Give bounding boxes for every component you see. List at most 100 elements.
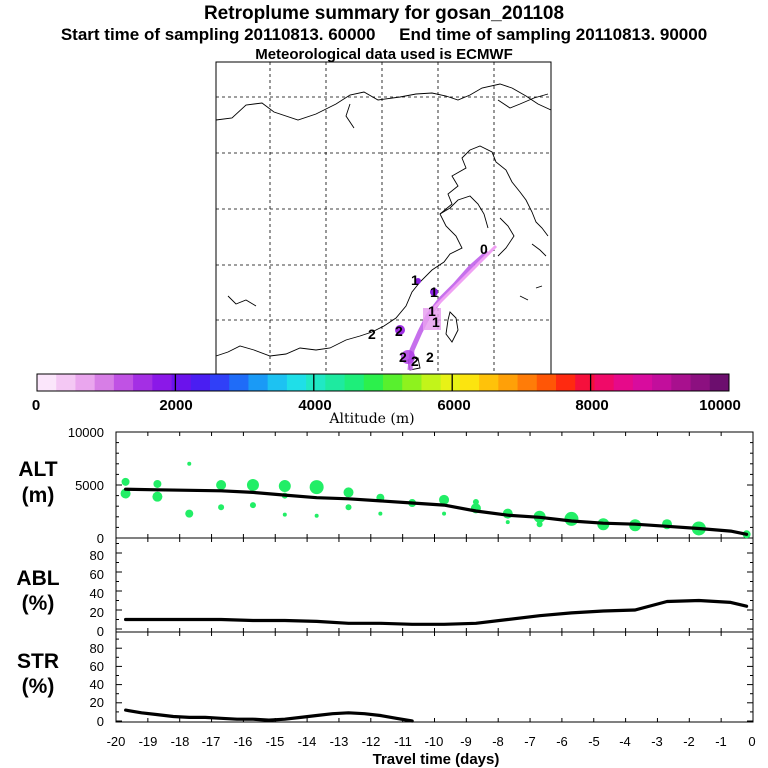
alt-scatter-point [249,502,256,509]
colorbar-swatch [498,374,518,391]
colorbar-swatch [75,374,96,391]
alt-scatter-point [218,504,225,511]
trajectory-halo [430,244,498,312]
x-tick-label: -20 [107,734,126,749]
meteorological-data-label: Meteorological data used is ECMWF [255,46,513,63]
str-panel-frame [115,631,754,723]
x-tick-label: 0 [748,734,755,749]
str-ylabel-line1: STR [17,650,59,673]
colorbar-swatch [556,374,576,391]
colorbar-swatch [459,374,480,391]
colorbar-tick-labels: 0 2000 4000 6000 8000 10000 [32,397,741,414]
colorbar-tick-label: 0 [32,397,40,414]
x-tick-label: -4 [619,734,631,749]
plume-blob [395,325,405,335]
plume-day-labels: 0 1 1 1 1 2 2 2 2 2 [368,241,488,369]
plume-label: 2 [395,323,403,339]
colorbar-swatch [56,374,76,391]
alt-scatter-point [345,504,352,511]
str-line [123,708,414,723]
plume-trajectory [395,244,498,371]
plume-label: 2 [426,349,434,365]
x-tick-label: -12 [362,734,381,749]
colorbar-tick-label: 10000 [699,397,741,414]
colorbar-swatch [113,374,134,391]
colorbar-swatch [632,374,653,391]
str-ytick-label: 60 [90,659,104,674]
colorbar-swatch [440,374,461,391]
x-tick-label: -13 [330,734,349,749]
time-series-plots [115,431,754,723]
colorbar-swatch [94,374,115,391]
str-ytick-label: 80 [90,641,104,656]
x-tick-label: -5 [588,734,600,749]
abl-ylabel-line1: ABL [16,567,59,590]
alt-scatter-point [378,511,383,516]
colorbar-swatch [402,374,422,391]
colorbar-swatch [709,374,730,391]
colorbar-swatch [363,374,384,391]
colorbar-swatch [306,374,326,391]
alt-scatter-point [153,479,162,488]
colorbar-swatch [190,374,211,391]
x-tick-label: -11 [394,734,412,749]
x-tick-label: -9 [460,734,472,749]
colorbar-swatch [133,374,153,391]
x-tick-label: -8 [492,734,504,749]
colorbar-swatch [286,374,307,391]
colorbar-swatch [325,374,345,391]
colorbar-tick-label: 8000 [575,397,608,414]
colorbar-swatch [383,374,403,391]
retroplume-map: 0 1 1 1 1 2 2 2 2 2 [215,61,552,375]
plume-blob [401,350,415,364]
x-tick-label: -14 [298,734,317,749]
str-ylabel-line2: (%) [22,675,55,698]
alt-ylabel-line2: (m) [22,484,55,507]
alt-scatter-point [246,479,259,491]
abl-ytick-label: 80 [90,548,104,563]
alt-scatter-point [536,521,543,528]
plume-blob [430,288,438,296]
colorbar-tick-label: 4000 [298,397,331,414]
x-tick-label: -15 [266,734,285,749]
plume-blob [415,278,421,284]
colorbar-swatch [536,374,557,391]
plume-label: 2 [399,349,407,365]
x-tick-labels: -20 -19 -18 -17 -16 -15 -14 -13 -12 -11 … [107,734,756,749]
colorbar-swatch [594,374,615,391]
alt-scatter-point [439,494,450,505]
str-ytick-label: 0 [97,714,104,729]
str-ytick-label: 40 [90,677,104,692]
colorbar-swatch [229,374,249,391]
abl-line [123,598,749,626]
colorbar-tick-label: 2000 [159,397,192,414]
chart-title: Retroplume summary for gosan_201108 [203,3,565,24]
alt-scatter-point [505,520,510,525]
alt-ylabel-line1: ALT [18,458,57,481]
x-tick-label: -3 [651,734,663,749]
alt-ytick-label: 0 [97,531,104,546]
coastlines [215,83,552,371]
alt-scatter-point [187,461,192,466]
plume-label: 1 [411,272,419,288]
abl-ytick-label: 40 [90,586,104,601]
x-tick-label: -10 [425,734,444,749]
alt-scatter-point [185,509,194,518]
colorbar-swatch [37,374,57,391]
colorbar-title: Altitude (m) [328,411,414,427]
plume-label: 1 [428,303,436,319]
alt-line [123,487,749,536]
colorbar-swatch [152,374,172,391]
colorbar-swatch [671,374,691,391]
x-tick-label: -7 [524,734,536,749]
x-tick-label: -2 [683,734,695,749]
alt-scatter-point [442,511,447,516]
alt-ytick-label: 10000 [68,425,104,440]
plume-patch [423,308,441,330]
abl-ytick-label: 20 [90,605,104,620]
end-time-label: End time of sampling 20110813. 90000 [399,25,708,44]
plume-label: 2 [411,353,419,369]
x-tick-label: -16 [234,734,253,749]
alt-scatter-point [121,477,130,486]
colorbar-swatch [248,374,269,391]
